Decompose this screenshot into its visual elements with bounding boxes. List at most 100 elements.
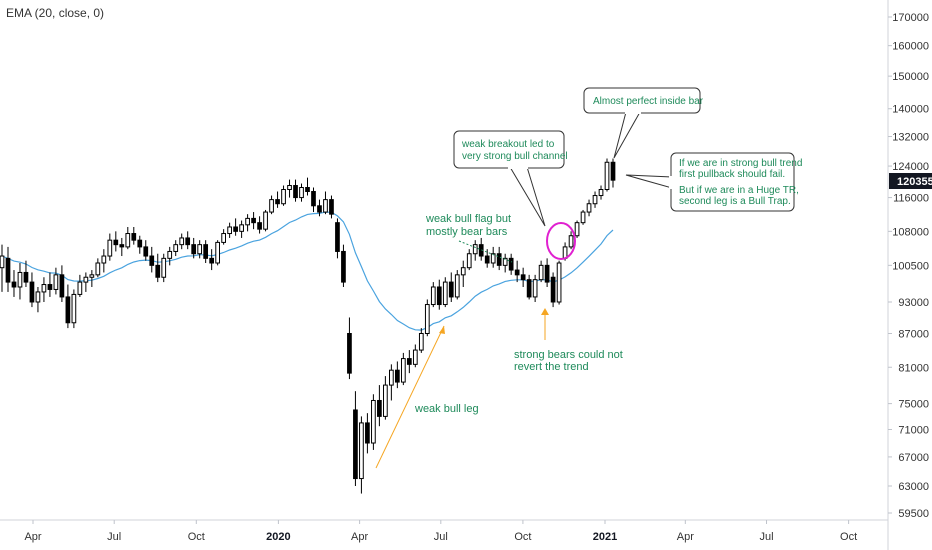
callout-inside-bar: Almost perfect inside bar <box>583 87 704 159</box>
candle-body <box>359 422 364 480</box>
time-tick-label: Oct <box>514 531 531 543</box>
price-axis[interactable]: 59500 63000 67000 71000 75000 81000 87000 93000… <box>888 12 929 520</box>
candle <box>149 246 155 273</box>
candle <box>227 222 232 238</box>
candle <box>0 244 5 292</box>
candle-body <box>406 358 412 365</box>
candle-body <box>233 226 238 232</box>
price-tick-label: 170000 <box>892 12 929 24</box>
candle-body <box>526 279 532 298</box>
candle-body <box>311 191 316 207</box>
weak-bull-flag-label-2: mostly bear bars <box>426 226 508 238</box>
candle-body <box>418 332 424 351</box>
candle <box>221 229 226 245</box>
candle-body <box>412 349 418 365</box>
candle-body <box>317 205 322 213</box>
candle-body <box>466 253 472 269</box>
candle-body <box>125 233 131 248</box>
price-tick-label: 87000 <box>898 328 929 340</box>
candle-body <box>490 253 496 264</box>
price-tick-label: 124000 <box>892 161 929 173</box>
time-axis[interactable]: Apr Jul Oct 2020 Apr Jul Oct 2021 Apr Jul Oct <box>24 520 857 543</box>
weak-breakout-label-2: very strong bull channel <box>462 151 568 162</box>
flag-trendline <box>458 240 513 263</box>
candle-body <box>227 226 232 235</box>
time-tick-label: Jul <box>434 531 448 543</box>
candle-body <box>586 203 592 213</box>
candle <box>95 258 101 278</box>
candle <box>119 237 125 257</box>
candle-body <box>508 257 514 271</box>
candle <box>269 195 274 215</box>
candle-body <box>29 281 35 303</box>
candle <box>586 199 592 217</box>
candle-body <box>460 267 466 276</box>
candle-body <box>113 239 119 246</box>
candle <box>604 158 610 192</box>
bull-trend-label-5: second leg is a Bull Trap. <box>679 196 791 207</box>
candle <box>299 183 304 202</box>
time-tick-label: Apr <box>351 531 368 543</box>
candle-body <box>263 211 268 230</box>
bull-trend-label-2: first pullback should fail. <box>679 169 785 180</box>
candle <box>305 177 310 196</box>
candle <box>161 253 167 283</box>
candle-body <box>394 369 400 383</box>
candle <box>263 209 268 232</box>
candle <box>436 279 442 310</box>
callout-weak-breakout: weak breakout led to very strong bull ch… <box>453 130 568 227</box>
time-tick-label: Jul <box>107 531 121 543</box>
candle <box>293 179 298 202</box>
candle-body <box>484 255 490 264</box>
current-price-bg <box>889 173 932 189</box>
candle-body <box>89 274 95 278</box>
candle-body <box>383 384 388 417</box>
candle <box>155 253 161 283</box>
price-tick-label: 150000 <box>892 71 929 83</box>
candle-body <box>35 291 41 303</box>
current-price-label: 120355 <box>897 176 932 188</box>
candle <box>389 364 394 401</box>
candle-body <box>83 276 89 283</box>
candle-body <box>424 304 430 334</box>
candle <box>77 274 83 297</box>
candle-body <box>5 257 11 283</box>
candle <box>610 158 616 188</box>
current-price-tag: 120355 <box>889 173 932 189</box>
candle-body <box>592 195 598 205</box>
candle-body <box>275 199 280 205</box>
candle-body <box>305 187 310 193</box>
plot-area[interactable] <box>0 0 888 520</box>
candle <box>245 214 250 232</box>
candle <box>580 209 586 225</box>
candle-body <box>610 161 616 181</box>
candle-body <box>580 211 586 224</box>
candle-body <box>299 187 304 199</box>
candle <box>406 350 412 374</box>
candle <box>502 253 508 273</box>
candle-body <box>568 235 574 248</box>
candle <box>383 376 388 420</box>
ema-layer <box>1 211 614 331</box>
candle <box>329 195 334 219</box>
candle <box>167 246 173 266</box>
candle-body <box>335 222 340 252</box>
price-tick-label: 160000 <box>892 41 929 53</box>
candle-body <box>544 264 550 283</box>
candle <box>191 237 197 259</box>
weak-bull-leg-label: weak bull leg <box>414 403 479 415</box>
price-tick-label: 140000 <box>892 104 929 116</box>
candle <box>203 240 209 263</box>
candle-body <box>454 274 460 298</box>
time-tick-label: Jul <box>759 531 773 543</box>
candle <box>35 286 41 313</box>
candle-body <box>221 233 226 243</box>
candle <box>281 185 286 206</box>
candle <box>568 231 574 250</box>
candle <box>65 284 71 329</box>
time-tick-label: 2020 <box>266 531 290 543</box>
candle-body <box>185 237 191 246</box>
price-tick-label: 116000 <box>893 193 929 205</box>
candle <box>556 260 562 305</box>
